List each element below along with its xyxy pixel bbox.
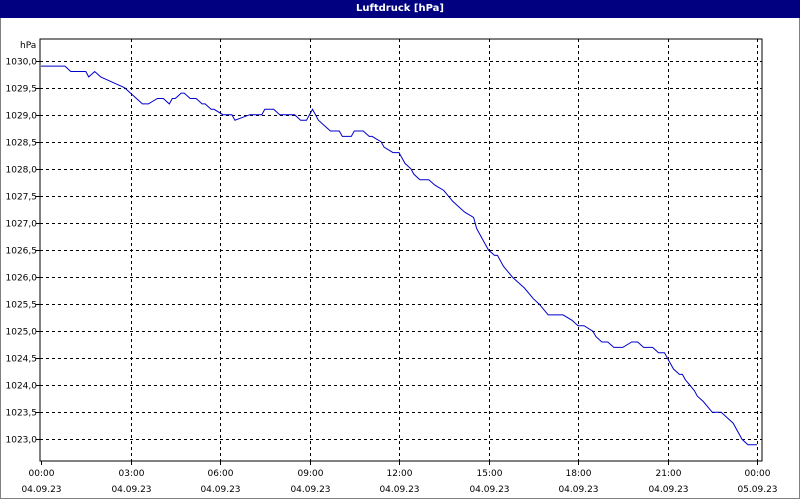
x-tick-time-label: 21:00 bbox=[656, 469, 682, 479]
series-layer bbox=[41, 65, 757, 446]
x-tick-time-label: 18:00 bbox=[566, 469, 592, 479]
x-tick-date-label: 04.09.23 bbox=[558, 485, 598, 495]
y-tick-label: 1027,5 bbox=[6, 193, 38, 203]
y-tick-label: 1023,0 bbox=[6, 436, 38, 446]
x-tick-time-label: 09:00 bbox=[298, 469, 324, 479]
chart-title: Luftdruck [hPa] bbox=[356, 3, 444, 14]
x-tick-time-label: 00:00 bbox=[745, 469, 771, 479]
x-tick-date-label: 04.09.23 bbox=[111, 485, 151, 495]
y-axis-ticks: 1030,0 1029,5 1029,0 1028,5 1028,0 1027,5 1027… bbox=[6, 58, 40, 446]
x-tick-time-label: 03:00 bbox=[119, 469, 145, 479]
x-axis-ticks: 00:00 04.09.23 03:00 04.09.23 06:00 04.09.23 0… bbox=[21, 461, 778, 495]
x-tick-date-label: 04.09.23 bbox=[648, 485, 688, 495]
y-tick-label: 1027,0 bbox=[6, 220, 38, 230]
y-tick-label: 1023,5 bbox=[6, 409, 38, 419]
pressure-line bbox=[41, 65, 757, 446]
x-tick-date-label: 04.09.23 bbox=[21, 485, 61, 495]
y-axis-unit-label: hPa bbox=[20, 41, 36, 51]
y-tick-label: 1028,0 bbox=[6, 166, 38, 176]
grid-lines bbox=[40, 39, 762, 461]
x-tick-date-label: 04.09.23 bbox=[379, 485, 419, 495]
y-tick-label: 1029,0 bbox=[6, 112, 38, 122]
x-tick-date-label: 04.09.23 bbox=[469, 485, 509, 495]
x-tick-date-label: 04.09.23 bbox=[290, 485, 330, 495]
x-tick-date-label: 05.09.23 bbox=[737, 485, 777, 495]
y-tick-label: 1028,5 bbox=[6, 139, 38, 149]
y-tick-label: 1024,5 bbox=[6, 355, 38, 365]
y-tick-label: 1030,0 bbox=[6, 58, 38, 68]
y-tick-label: 1024,0 bbox=[6, 382, 38, 392]
y-tick-label: 1029,5 bbox=[6, 85, 38, 95]
y-tick-label: 1026,0 bbox=[6, 274, 38, 284]
y-tick-label: 1025,0 bbox=[6, 328, 38, 338]
x-tick-time-label: 06:00 bbox=[208, 469, 234, 479]
title-bar bbox=[0, 0, 800, 18]
x-tick-time-label: 00:00 bbox=[29, 469, 55, 479]
y-tick-label: 1026,5 bbox=[6, 247, 38, 257]
x-tick-time-label: 12:00 bbox=[387, 469, 413, 479]
y-tick-label: 1025,5 bbox=[6, 301, 38, 311]
x-tick-time-label: 15:00 bbox=[477, 469, 503, 479]
x-tick-date-label: 04.09.23 bbox=[200, 485, 240, 495]
